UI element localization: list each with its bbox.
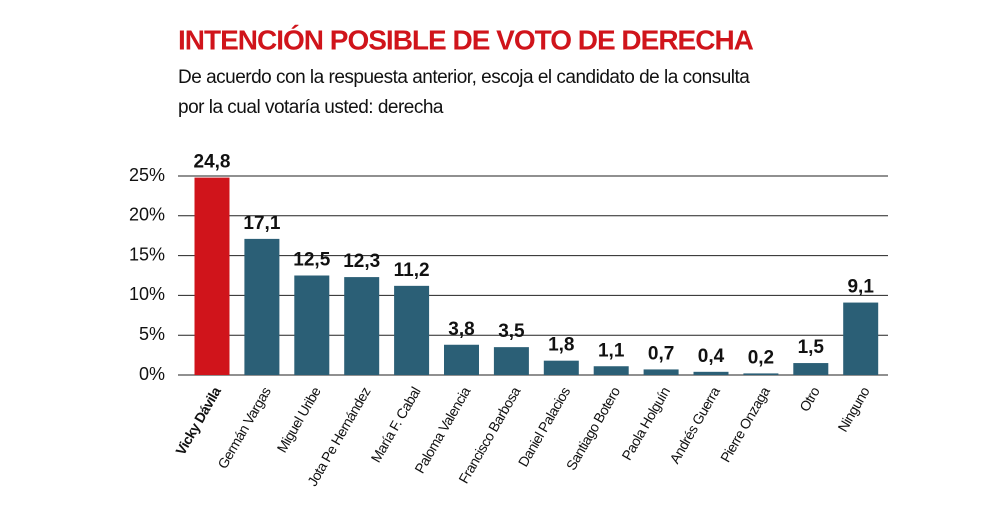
- value-label: 12,3: [343, 251, 380, 272]
- value-label: 9,1: [847, 277, 874, 298]
- bar: [543, 360, 579, 375]
- bar: [444, 344, 479, 375]
- subtitle: De acuerdo con la respuesta anterior, es…: [178, 67, 750, 88]
- value-label: 1,8: [548, 335, 574, 356]
- bar: [593, 366, 629, 375]
- value-label: 1,1: [598, 340, 625, 361]
- bar: [843, 302, 879, 375]
- subtitle: por la cual votaría usted: derecha: [178, 97, 444, 118]
- bar: [244, 238, 280, 375]
- x-tick-label: Pierre Onzaga: [717, 384, 773, 465]
- x-tick-label: Daniel Palacios: [515, 384, 574, 470]
- value-label: 1,5: [798, 337, 825, 358]
- value-label: 0,7: [648, 343, 674, 364]
- bar: [793, 363, 829, 375]
- bar: [493, 347, 529, 375]
- bar: [394, 285, 430, 375]
- value-label: 3,8: [448, 319, 474, 340]
- bar: [643, 369, 679, 375]
- value-label: 24,8: [194, 152, 231, 173]
- x-tick-label: María F. Cabal: [368, 384, 424, 465]
- x-tick-label: Santiago Botero: [563, 384, 624, 473]
- y-tick-label: 20%: [129, 205, 165, 225]
- x-tick-label: Ninguno: [834, 384, 873, 435]
- chart-title: INTENCIÓN POSIBLE DE VOTO DE DERECHA: [178, 24, 754, 55]
- x-tick-label: Vicky Dávila: [172, 384, 224, 458]
- bar: [194, 177, 230, 375]
- y-tick-label: 5%: [139, 324, 165, 344]
- value-label: 17,1: [243, 213, 280, 234]
- y-tick-label: 25%: [129, 165, 165, 185]
- y-tick-label: 0%: [139, 364, 165, 384]
- x-tick-label: Paola Holguín: [618, 384, 673, 463]
- x-tick-label: Miguel Uribe: [273, 384, 324, 455]
- x-tick-label: Andrés Guerra: [666, 384, 723, 467]
- bar: [743, 373, 779, 375]
- value-label: 12,5: [293, 250, 330, 271]
- x-tick-label: Germán Vargas: [214, 384, 274, 471]
- y-tick-label: 15%: [129, 244, 165, 264]
- value-label: 11,2: [394, 260, 430, 281]
- bar: [344, 277, 380, 375]
- y-tick-label: 10%: [129, 284, 165, 304]
- bar: [294, 275, 330, 375]
- bar: [693, 371, 729, 375]
- x-tick-label: Otro: [796, 384, 823, 414]
- value-label: 3,5: [498, 321, 525, 342]
- value-label: 0,4: [698, 346, 725, 367]
- value-label: 0,2: [748, 347, 774, 368]
